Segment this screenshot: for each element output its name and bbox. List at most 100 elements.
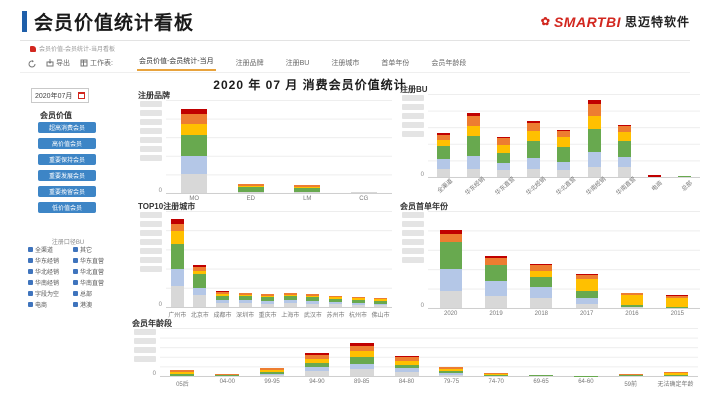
- export-button[interactable]: 导出: [46, 58, 70, 71]
- bar-segment-orange[interactable]: [349, 346, 374, 352]
- bar-segment-yellow[interactable]: [575, 278, 598, 291]
- bar-segment-blue[interactable]: [587, 152, 601, 168]
- bar-segment-yellow[interactable]: [294, 186, 321, 189]
- member-value-button-0[interactable]: 超高消费会员: [38, 122, 96, 133]
- checkbox-checked-icon[interactable]: [73, 302, 78, 307]
- bar-segment-yellow[interactable]: [394, 360, 419, 365]
- bar-segment-red[interactable]: [170, 218, 184, 224]
- bar-segment-yellow[interactable]: [497, 144, 511, 153]
- bar-segment-gray[interactable]: [181, 174, 208, 193]
- checkbox-checked-icon[interactable]: [73, 280, 78, 285]
- bar-segment-green[interactable]: [283, 296, 297, 301]
- bar-segment-gray[interactable]: [466, 168, 480, 177]
- stacked-bar-age-band[interactable]: [394, 328, 419, 376]
- bar-segment-blue[interactable]: [304, 367, 329, 372]
- bar-segment-yellow[interactable]: [306, 295, 320, 298]
- stacked-bar-age-band[interactable]: [529, 328, 554, 376]
- bar-segment-yellow[interactable]: [436, 139, 450, 147]
- bar-segment-gray[interactable]: [527, 168, 541, 177]
- stacked-bar-brand[interactable]: [294, 100, 321, 193]
- bar-segment-yellow[interactable]: [530, 271, 553, 277]
- bar-segment-green[interactable]: [394, 364, 419, 369]
- bar-segment-blue[interactable]: [439, 373, 464, 375]
- bar-segment-yellow[interactable]: [328, 296, 342, 299]
- bar-segment-red[interactable]: [648, 175, 662, 177]
- bu-option-left-1[interactable]: 华东经销: [28, 256, 69, 265]
- stacked-bar-city[interactable]: [306, 211, 320, 307]
- bar-segment-blue[interactable]: [238, 300, 252, 304]
- sheet-tab-0[interactable]: 会员价值-会员统计-当月: [136, 54, 216, 71]
- checkbox-checked-icon[interactable]: [28, 247, 33, 252]
- bar-segment-gray[interactable]: [349, 369, 374, 376]
- stacked-bar-bu[interactable]: [617, 94, 631, 177]
- stacked-bar-age-band[interactable]: [573, 328, 598, 376]
- bu-option-left-4[interactable]: 字段为空: [28, 289, 69, 298]
- bar-segment-gray[interactable]: [439, 290, 462, 308]
- bar-segment-orange[interactable]: [439, 367, 464, 370]
- bar-segment-orange[interactable]: [374, 298, 388, 300]
- bar-segment-yellow[interactable]: [283, 294, 297, 297]
- checkbox-checked-icon[interactable]: [73, 291, 78, 296]
- bar-segment-gray[interactable]: [215, 303, 229, 307]
- checkbox-checked-icon[interactable]: [28, 291, 33, 296]
- bar-segment-green[interactable]: [215, 295, 229, 301]
- bar-segment-orange[interactable]: [484, 372, 509, 374]
- bu-option-left-0[interactable]: 全渠道: [28, 245, 69, 254]
- bar-segment-green[interactable]: [466, 135, 480, 157]
- bar-segment-green[interactable]: [497, 152, 511, 163]
- bar-segment-red[interactable]: [436, 133, 450, 135]
- bar-segment-orange[interactable]: [351, 297, 365, 299]
- bar-segment-gray[interactable]: [394, 372, 419, 376]
- bar-segment-yellow[interactable]: [238, 294, 252, 297]
- bar-segment-yellow[interactable]: [261, 295, 275, 298]
- bar-segment-red[interactable]: [484, 255, 507, 258]
- bar-segment-red[interactable]: [497, 137, 511, 139]
- bar-segment-blue[interactable]: [283, 300, 297, 304]
- bar-segment-blue[interactable]: [260, 374, 285, 376]
- stacked-bar-city[interactable]: [215, 211, 229, 307]
- bar-segment-orange[interactable]: [587, 104, 601, 117]
- bar-segment-red[interactable]: [466, 113, 480, 116]
- bar-segment-gray[interactable]: [170, 285, 184, 307]
- bar-segment-yellow[interactable]: [170, 372, 195, 375]
- bar-segment-blue[interactable]: [193, 287, 207, 296]
- bar-segment-gray[interactable]: [350, 192, 377, 193]
- bar-segment-blue[interactable]: [575, 298, 598, 305]
- member-value-button-5[interactable]: 低价值会员: [38, 202, 96, 213]
- bar-segment-orange[interactable]: [439, 234, 462, 243]
- bar-segment-blue[interactable]: [617, 157, 631, 168]
- bar-segment-blue[interactable]: [530, 286, 553, 299]
- bar-segment-gray[interactable]: [497, 169, 511, 177]
- bar-segment-blue[interactable]: [557, 162, 571, 171]
- refresh-button[interactable]: [28, 60, 36, 71]
- bar-segment-green[interactable]: [328, 298, 342, 303]
- bar-segment-gray[interactable]: [328, 304, 342, 307]
- bar-segment-green[interactable]: [484, 374, 509, 376]
- stacked-bar-first-order-year[interactable]: [530, 211, 553, 308]
- member-value-button-1[interactable]: 高价值会员: [38, 138, 96, 149]
- bar-segment-green[interactable]: [587, 128, 601, 153]
- sheet-tab-2[interactable]: 注册BU: [285, 60, 310, 67]
- checkbox-checked-icon[interactable]: [73, 247, 78, 252]
- bar-segment-green[interactable]: [666, 307, 689, 308]
- bar-segment-red[interactable]: [575, 274, 598, 276]
- stacked-bar-city[interactable]: [374, 211, 388, 307]
- bar-segment-yellow[interactable]: [181, 124, 208, 136]
- bar-segment-yellow[interactable]: [617, 132, 631, 141]
- bar-segment-gray[interactable]: [193, 295, 207, 307]
- bar-segment-red[interactable]: [215, 290, 229, 292]
- bar-segment-green[interactable]: [530, 277, 553, 287]
- bar-segment-yellow[interactable]: [170, 231, 184, 244]
- stacked-bar-age-band[interactable]: [439, 328, 464, 376]
- checkbox-checked-icon[interactable]: [73, 269, 78, 274]
- bar-segment-orange[interactable]: [666, 296, 689, 299]
- stacked-bar-age-band[interactable]: [484, 328, 509, 376]
- bar-segment-green[interactable]: [439, 371, 464, 374]
- bar-segment-orange[interactable]: [238, 293, 252, 295]
- bar-segment-gray[interactable]: [484, 296, 507, 308]
- checkbox-checked-icon[interactable]: [28, 269, 33, 274]
- bar-segment-blue[interactable]: [215, 300, 229, 304]
- bar-segment-yellow[interactable]: [260, 370, 285, 372]
- bar-segment-green[interactable]: [436, 146, 450, 159]
- bar-segment-gray[interactable]: [620, 307, 643, 308]
